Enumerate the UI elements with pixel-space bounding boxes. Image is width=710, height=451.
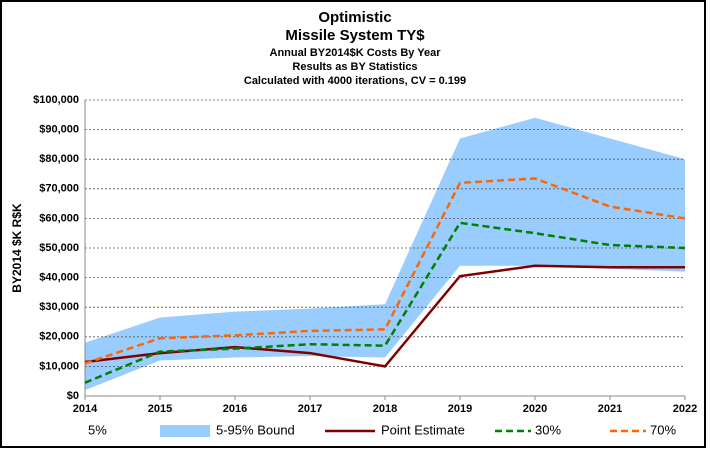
x-tick-label: 2020	[523, 403, 547, 415]
legend-label: 30%	[535, 422, 561, 437]
y-tick-label: $50,000	[39, 242, 79, 254]
x-tick-label: 2018	[373, 403, 397, 415]
chart-title: Optimistic	[318, 9, 391, 26]
y-axis-label: BY2014 $K R$K	[10, 203, 24, 293]
y-tick-label: $100,000	[33, 94, 79, 106]
legend-label: 5%	[88, 422, 107, 437]
legend-swatch	[160, 425, 210, 437]
chart-subtitle: Missile System TY$	[285, 27, 425, 44]
y-tick-label: $0	[67, 390, 79, 402]
y-tick-label: $40,000	[39, 272, 79, 284]
y-tick-label: $60,000	[39, 212, 79, 224]
x-tick-label: 2014	[73, 403, 98, 415]
series-line	[84, 177, 686, 365]
x-tick-label: 2015	[148, 403, 172, 415]
y-tick-label: $20,000	[39, 331, 79, 343]
chart-subtitle-line: Annual BY2014$K Costs By Year	[270, 47, 442, 59]
y-tick-label: $10,000	[39, 360, 79, 372]
x-tick-label: 2022	[673, 403, 697, 415]
x-tick-label: 2016	[223, 403, 247, 415]
y-tick-label: $30,000	[39, 301, 79, 313]
x-tick-label: 2019	[448, 403, 472, 415]
series-line	[84, 221, 686, 384]
x-tick-label: 2021	[598, 403, 622, 415]
legend-label: 5-95% Bound	[216, 422, 295, 437]
y-tick-label: $90,000	[39, 124, 79, 136]
chart-subtitle-line: Results as BY Statistics	[292, 61, 417, 73]
legend-label: Point Estimate	[381, 422, 465, 437]
series-line	[84, 264, 685, 368]
y-tick-label: $70,000	[39, 183, 79, 195]
y-tick-label: $80,000	[39, 153, 79, 165]
chart-subtitle-line: Calculated with 4000 iterations, CV = 0.…	[244, 75, 466, 87]
x-tick-label: 2017	[298, 403, 322, 415]
band-area	[85, 117, 685, 391]
legend-label: 70%	[650, 422, 676, 437]
